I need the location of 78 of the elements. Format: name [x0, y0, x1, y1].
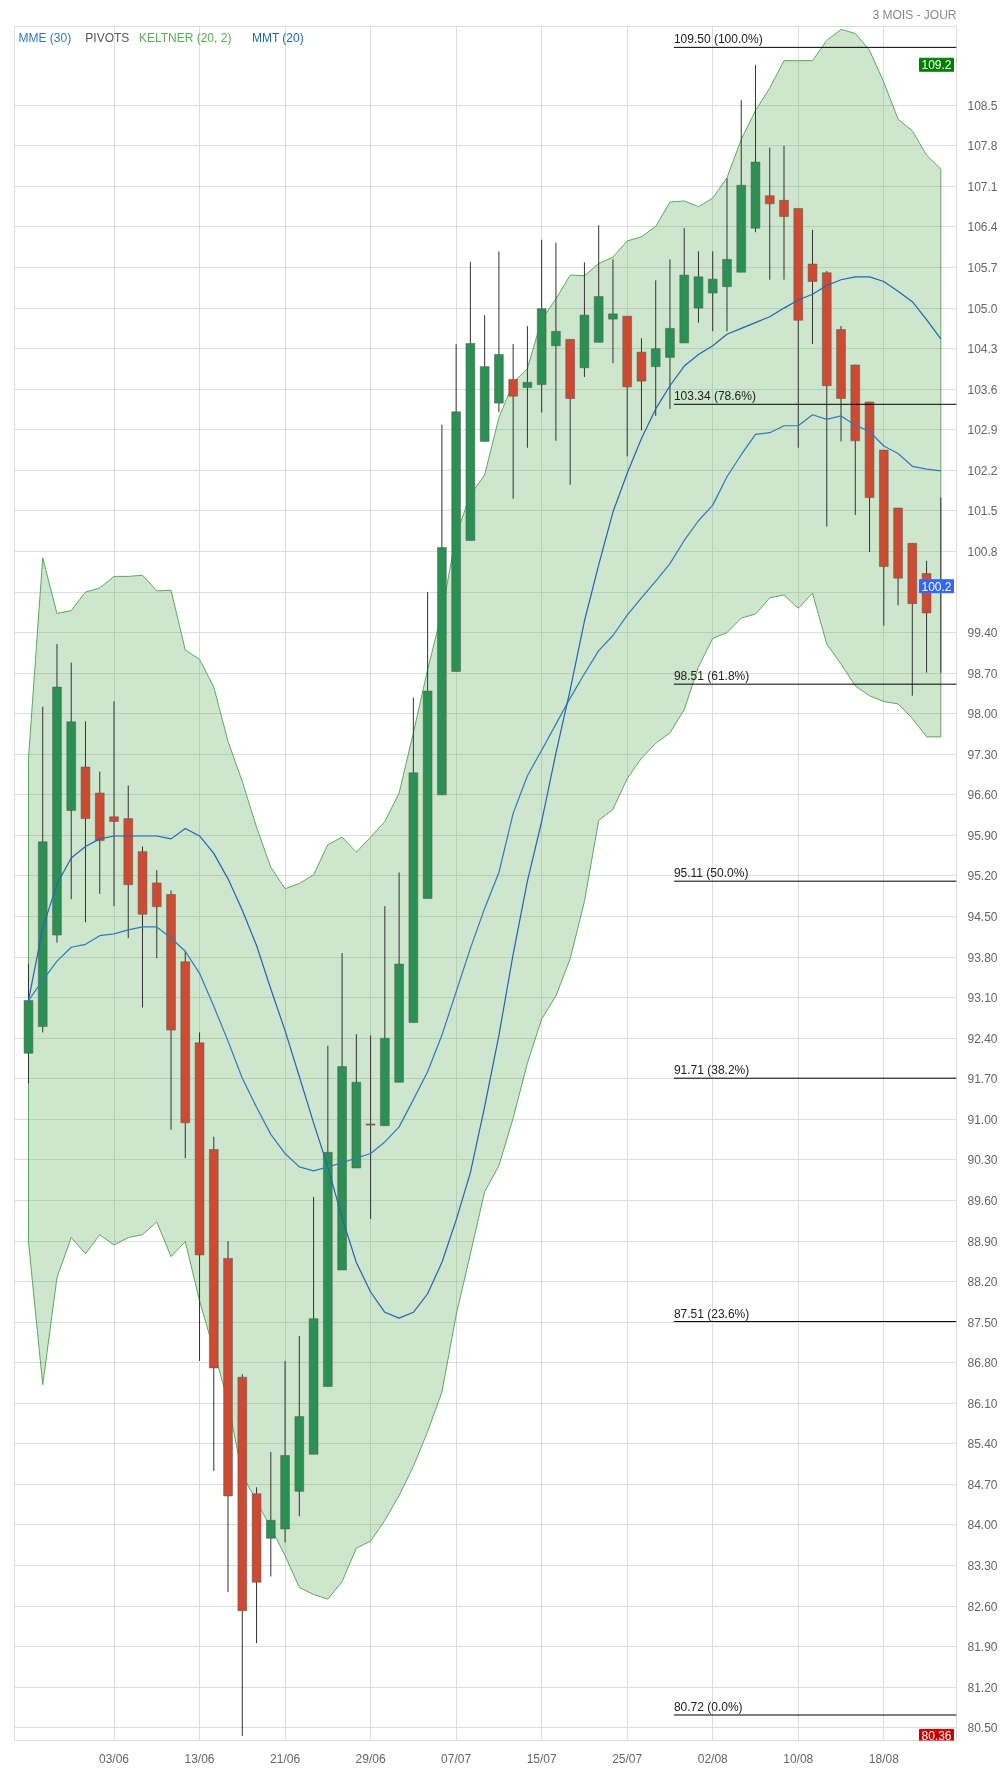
y-tick-label: 105.0 — [967, 301, 998, 316]
y-tick-label: 84.70 — [967, 1477, 998, 1492]
y-tick-label: 94.50 — [967, 910, 998, 925]
y-tick-label: 91.00 — [967, 1112, 998, 1127]
ref-line-label: 91.71 (38.2%) — [673, 1063, 750, 1078]
candlestick — [651, 279, 661, 417]
y-tick-label: 102.9 — [967, 423, 998, 438]
ref-line-label: 95.11 (50.0%) — [673, 866, 749, 881]
x-tick-label: 29/06 — [355, 1751, 386, 1766]
y-tick-label: 90.30 — [967, 1153, 998, 1168]
y-tick-label: 85.40 — [967, 1437, 998, 1452]
y-tick-label: 105.7 — [967, 261, 998, 276]
y-tick-label: 81.20 — [967, 1680, 998, 1695]
x-tick-label: 25/07 — [612, 1751, 643, 1766]
candlestick — [508, 343, 518, 500]
candlestick — [109, 701, 119, 907]
x-tick-label: 21/06 — [270, 1751, 301, 1766]
ref-line-label: 98.51 (61.8%) — [673, 669, 750, 684]
x-tick-label: 02/08 — [697, 1751, 729, 1766]
x-tick-label: 07/07 — [441, 1751, 472, 1766]
y-tick-label: 80.50 — [967, 1721, 998, 1736]
ref-line-label: 80.72 (0.0%) — [673, 1700, 743, 1714]
candlestick — [365, 1034, 376, 1220]
candlestick — [779, 145, 789, 281]
y-tick-label: 104.3 — [967, 342, 998, 357]
y-tick-label: 99.40 — [967, 626, 998, 641]
y-tick-label: 97.30 — [967, 747, 998, 762]
ref-line-label: 109.50 (100.0%) — [673, 32, 763, 47]
y-tick-label: 91.70 — [967, 1072, 998, 1087]
y-tick-label: 92.40 — [967, 1031, 998, 1046]
candlestick — [152, 869, 162, 959]
y-tick-label: 87.50 — [967, 1315, 998, 1330]
y-tick-label: 108.5 — [967, 98, 998, 113]
y-tick-label: 89.60 — [967, 1193, 998, 1208]
x-tick-label: 13/06 — [184, 1751, 215, 1766]
y-tick-label: 103.6 — [967, 382, 998, 397]
legend-label: KELTNER (20, 2) — [138, 30, 232, 45]
x-tick-label: 03/06 — [98, 1751, 130, 1766]
y-tick-label: 102.2 — [967, 463, 998, 478]
text: MME (30) — [18, 30, 72, 45]
y-tick-label: 88.90 — [967, 1234, 998, 1249]
candlestick — [765, 147, 775, 281]
candlestick — [551, 242, 561, 442]
candlestick — [708, 250, 718, 332]
y-tick-label: 98.00 — [967, 707, 998, 722]
y-tick-label: 98.70 — [967, 666, 998, 681]
y-tick-label: 81.90 — [967, 1640, 998, 1655]
y-tick-label: 86.80 — [967, 1356, 998, 1371]
y-tick-label: 93.80 — [967, 950, 998, 965]
annotation: PIVOTS — [85, 30, 130, 45]
annotation: 100.2 — [921, 579, 952, 594]
y-tick-label: 100.8 — [967, 544, 998, 559]
candlestick — [522, 325, 533, 449]
y-tick-label: 107.8 — [967, 139, 998, 154]
y-tick-label: 93.10 — [967, 991, 998, 1006]
candlestick — [266, 1451, 276, 1578]
y-tick-label: 96.60 — [967, 788, 998, 803]
ref-line-label: 103.34 (78.6%) — [673, 389, 756, 404]
candlestick — [807, 229, 818, 345]
ref-line-label: 87.51 (23.6%) — [673, 1306, 750, 1321]
y-tick-label: 107.1 — [967, 179, 998, 194]
candlestick — [608, 258, 618, 364]
y-tick-label: 86.10 — [967, 1396, 998, 1411]
x-tick-label: 10/08 — [783, 1751, 814, 1766]
y-tick-label: 82.60 — [967, 1599, 998, 1614]
y-tick-label: 95.20 — [967, 869, 998, 884]
y-tick-label: 106.4 — [967, 220, 998, 235]
chart-subtitle: 3 MOIS - JOUR — [872, 7, 957, 22]
text: MMT (20) — [251, 30, 304, 45]
y-tick-label: 101.5 — [967, 504, 998, 519]
annotation: 80.36 — [921, 1729, 952, 1744]
y-tick-label: 84.00 — [967, 1518, 998, 1533]
y-tick-label: 83.30 — [967, 1559, 998, 1574]
x-tick-label: 15/07 — [526, 1751, 558, 1766]
y-tick-label: 95.90 — [967, 828, 998, 843]
x-tick-label: 18/08 — [868, 1751, 900, 1766]
y-tick-label: 88.20 — [967, 1275, 998, 1290]
annotation: 109.2 — [921, 58, 952, 73]
